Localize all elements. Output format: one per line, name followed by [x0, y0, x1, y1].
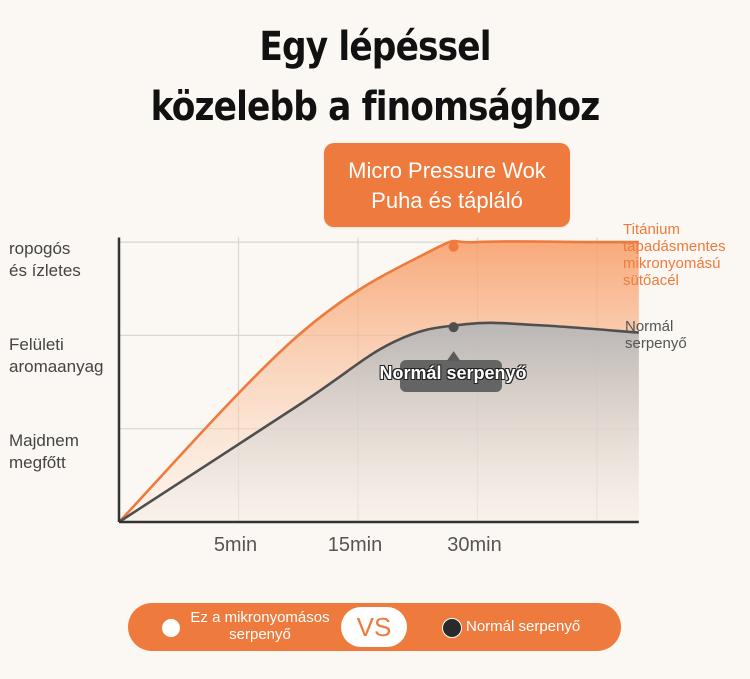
series-label-normal: Normál serpenyő [625, 318, 687, 352]
chart-x-ticks: 5min 15min 30min [214, 534, 502, 556]
legend-bar: Ez a mikronyomásos serpenyő VS Normál se… [128, 603, 621, 651]
legend-left-label: Ez a mikronyomásos serpenyő [190, 609, 330, 643]
vs-badge: VS [341, 607, 407, 647]
callout-title: Micro Pressure Wok [348, 158, 546, 183]
chart-lines [118, 239, 639, 524]
page-title-line1: Egy lépéssel [259, 24, 491, 70]
series-titanium-marker [448, 241, 459, 252]
highlight-callout: Micro Pressure Wok Puha és tápláló [324, 143, 570, 227]
tooltip-box [400, 360, 502, 392]
callout-subtitle: Puha és tápláló [371, 188, 523, 213]
chart-axes [117, 237, 639, 524]
page-title-line2: közelebb a finomsághoz [150, 84, 601, 130]
tooltip-label: Normál serpenyő [379, 363, 527, 383]
legend-right-label: Normál serpenyő [466, 618, 581, 635]
series-normal-area [119, 322, 639, 522]
y-label-aroma: Felületi aromaanyag [9, 335, 104, 376]
y-label-crispy: ropogós és ízletes [9, 239, 81, 280]
series-normal-marker [448, 322, 459, 333]
chart-areas [119, 241, 639, 522]
series-label-titanium: Titánium tapadásmentes mikronyomású sütő… [623, 221, 726, 289]
series-normal-line [118, 321, 639, 524]
x-tick-label: 30min [447, 534, 501, 556]
white-dot-icon [162, 619, 180, 637]
black-dot-icon [442, 618, 462, 638]
x-tick-label: 5min [214, 534, 257, 556]
series-titanium-line [118, 239, 639, 523]
tooltip-pointer [446, 351, 461, 362]
y-label-almost-cooked: Majdnem megfőtt [9, 431, 79, 472]
x-tick-label: 15min [328, 534, 382, 556]
